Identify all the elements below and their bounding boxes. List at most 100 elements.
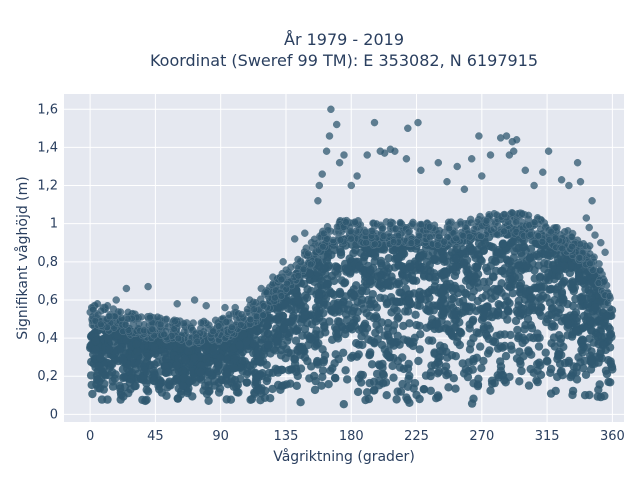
data-point <box>173 394 183 403</box>
data-point <box>549 333 559 342</box>
data-point <box>222 395 231 404</box>
data-point <box>341 366 350 375</box>
data-point <box>386 220 395 229</box>
data-point <box>408 276 417 285</box>
data-point-outlier <box>478 172 486 180</box>
y-tick-labels: 0 0,2 0,4 0,6 0,8 1 1,2 1,4 1,6 <box>37 102 58 422</box>
data-point <box>401 284 411 293</box>
data-point <box>410 333 419 342</box>
data-point <box>288 313 298 323</box>
data-point <box>583 343 592 352</box>
data-point <box>500 210 509 219</box>
data-point <box>292 381 301 390</box>
data-point <box>521 320 530 330</box>
data-point <box>522 261 532 270</box>
data-point-outlier <box>332 120 341 129</box>
data-point <box>447 351 457 360</box>
data-point <box>591 303 600 312</box>
data-point <box>451 284 460 293</box>
data-point <box>107 359 116 368</box>
data-point <box>451 384 460 393</box>
data-point <box>404 228 413 237</box>
data-point <box>209 327 217 336</box>
data-point <box>461 276 471 285</box>
data-point <box>515 377 524 386</box>
data-point <box>359 304 368 314</box>
data-point <box>307 362 316 371</box>
data-point-outlier <box>475 132 483 140</box>
data-point <box>447 295 457 304</box>
data-point <box>581 370 591 379</box>
data-point <box>364 295 373 305</box>
data-point <box>553 283 563 292</box>
data-point <box>284 366 293 375</box>
data-point-outlier <box>530 181 538 190</box>
data-point <box>327 250 336 260</box>
x-axis-title: Vågriktning (grader) <box>273 448 415 465</box>
data-point-outlier <box>335 158 344 167</box>
data-point <box>546 285 555 294</box>
data-point <box>417 220 426 229</box>
data-point <box>160 330 168 339</box>
data-point <box>331 262 340 271</box>
data-point <box>318 366 328 375</box>
data-point <box>333 298 342 308</box>
data-point <box>307 335 316 344</box>
data-point <box>595 353 604 363</box>
data-point <box>477 232 485 241</box>
data-point <box>294 255 302 264</box>
data-point <box>91 336 101 346</box>
data-point-outlier <box>279 258 287 266</box>
data-point <box>586 259 594 268</box>
data-point <box>353 387 363 397</box>
data-point <box>496 301 505 310</box>
data-point <box>343 375 352 384</box>
data-point-outlier <box>404 124 412 133</box>
data-point <box>305 374 314 383</box>
data-point <box>538 238 547 246</box>
data-point <box>396 219 405 228</box>
data-point <box>378 363 387 372</box>
data-point <box>146 361 155 370</box>
data-point <box>560 254 569 263</box>
data-point <box>119 372 128 381</box>
data-point <box>479 246 488 255</box>
data-point <box>248 339 258 348</box>
x-tick-label: 270 <box>469 429 494 444</box>
data-point <box>287 263 295 272</box>
data-point <box>295 342 304 352</box>
data-point <box>486 386 495 395</box>
data-point <box>534 342 544 351</box>
data-point-outlier <box>245 296 254 304</box>
data-point <box>117 314 126 323</box>
data-point <box>306 260 315 269</box>
data-point <box>179 373 188 383</box>
data-point <box>586 279 595 288</box>
data-point <box>565 268 575 278</box>
data-point <box>368 290 377 299</box>
data-point <box>395 288 404 297</box>
data-point <box>336 250 346 259</box>
data-point-outlier <box>173 300 181 308</box>
data-point-outlier <box>112 296 120 304</box>
data-point <box>376 259 386 268</box>
data-point <box>547 227 555 236</box>
data-point <box>310 385 320 395</box>
data-point <box>572 327 581 336</box>
data-point <box>322 279 332 289</box>
data-point <box>259 311 267 319</box>
data-point <box>500 227 508 236</box>
data-point <box>235 341 244 350</box>
data-point <box>553 289 562 298</box>
data-point-outlier <box>327 105 335 114</box>
data-point <box>124 308 132 317</box>
data-point <box>404 374 413 384</box>
data-point <box>571 294 580 304</box>
data-point <box>326 366 335 375</box>
data-point <box>318 345 327 354</box>
data-point <box>242 337 251 347</box>
data-point <box>476 342 485 351</box>
x-tick-label: 45 <box>147 429 164 444</box>
data-point <box>324 380 333 389</box>
data-point <box>236 363 245 372</box>
